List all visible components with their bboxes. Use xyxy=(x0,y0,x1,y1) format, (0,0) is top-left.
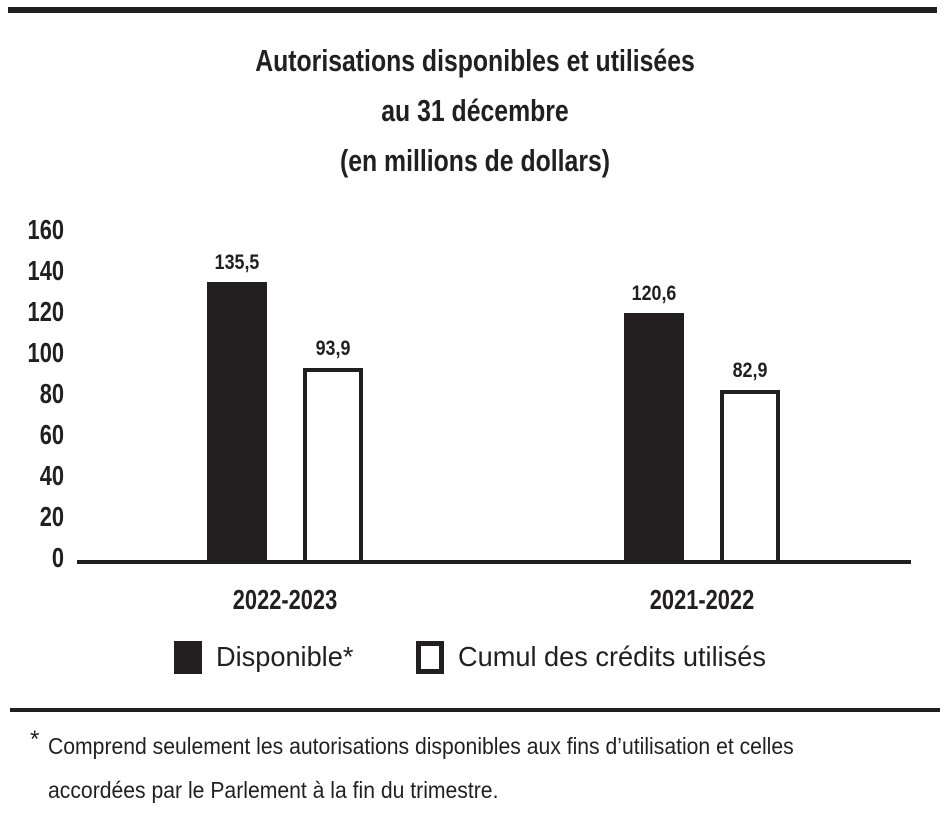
footnote-asterisk: * xyxy=(30,726,40,753)
chart-legend: Disponible* Cumul des crédits utilisés xyxy=(0,636,950,678)
footnote: * Comprend seulement les autorisations d… xyxy=(30,724,930,812)
outlined-square-swatch-icon xyxy=(416,640,445,674)
y-axis-tick-label: 160 xyxy=(27,214,64,245)
footnote-divider-rule xyxy=(10,708,940,712)
bar-value-label: 93,9 xyxy=(315,337,351,360)
footnote-line-2: accordées par le Parlement à la fin du t… xyxy=(48,777,499,803)
footnote-text: Comprend seulement les autorisations dis… xyxy=(48,724,930,812)
y-axis-tick-label: 140 xyxy=(27,255,64,286)
x-axis-line xyxy=(77,560,911,564)
x-axis-category-label: 2022-2023 xyxy=(232,584,338,615)
legend-item-cumul-credits: Cumul des crédits utilisés xyxy=(416,640,775,674)
chart-title-line-2: au 31 décembre xyxy=(381,93,569,128)
bar-disponible-2021-2022 xyxy=(624,313,684,564)
y-axis-tick-label: 80 xyxy=(39,378,64,409)
bar-cumul-2022-2023 xyxy=(303,368,363,564)
bar-value-label: 82,9 xyxy=(732,359,768,382)
bar-disponible-2022-2023 xyxy=(207,282,267,564)
bar-value-label: 135,5 xyxy=(214,251,260,274)
footnote-line-1: Comprend seulement les autorisations dis… xyxy=(48,733,794,759)
y-axis-tick-label: 0 xyxy=(51,542,64,573)
x-axis-category-label: 2021-2022 xyxy=(649,584,755,615)
y-axis-tick-label: 120 xyxy=(27,296,64,327)
filled-square-swatch-icon xyxy=(174,640,203,674)
legend-label-cumul-credits: Cumul des crédits utilisés xyxy=(458,641,767,672)
y-axis-tick-label: 60 xyxy=(39,419,64,450)
legend-label-disponible: Disponible* xyxy=(216,641,354,672)
legend-item-disponible: Disponible* xyxy=(174,640,358,674)
bar-value-label: 120,6 xyxy=(631,282,677,305)
chart-title-line-3: (en millions de dollars) xyxy=(339,143,611,178)
chart-title: Autorisations disponibles et utilisées a… xyxy=(0,36,950,186)
y-axis-tick-label: 20 xyxy=(39,501,64,532)
y-axis-tick-label: 40 xyxy=(39,460,64,491)
bar-cumul-2021-2022 xyxy=(720,390,780,564)
y-axis-tick-label: 100 xyxy=(27,337,64,368)
top-rule xyxy=(8,7,937,13)
chart-title-line-1: Autorisations disponibles et utilisées xyxy=(255,43,695,78)
